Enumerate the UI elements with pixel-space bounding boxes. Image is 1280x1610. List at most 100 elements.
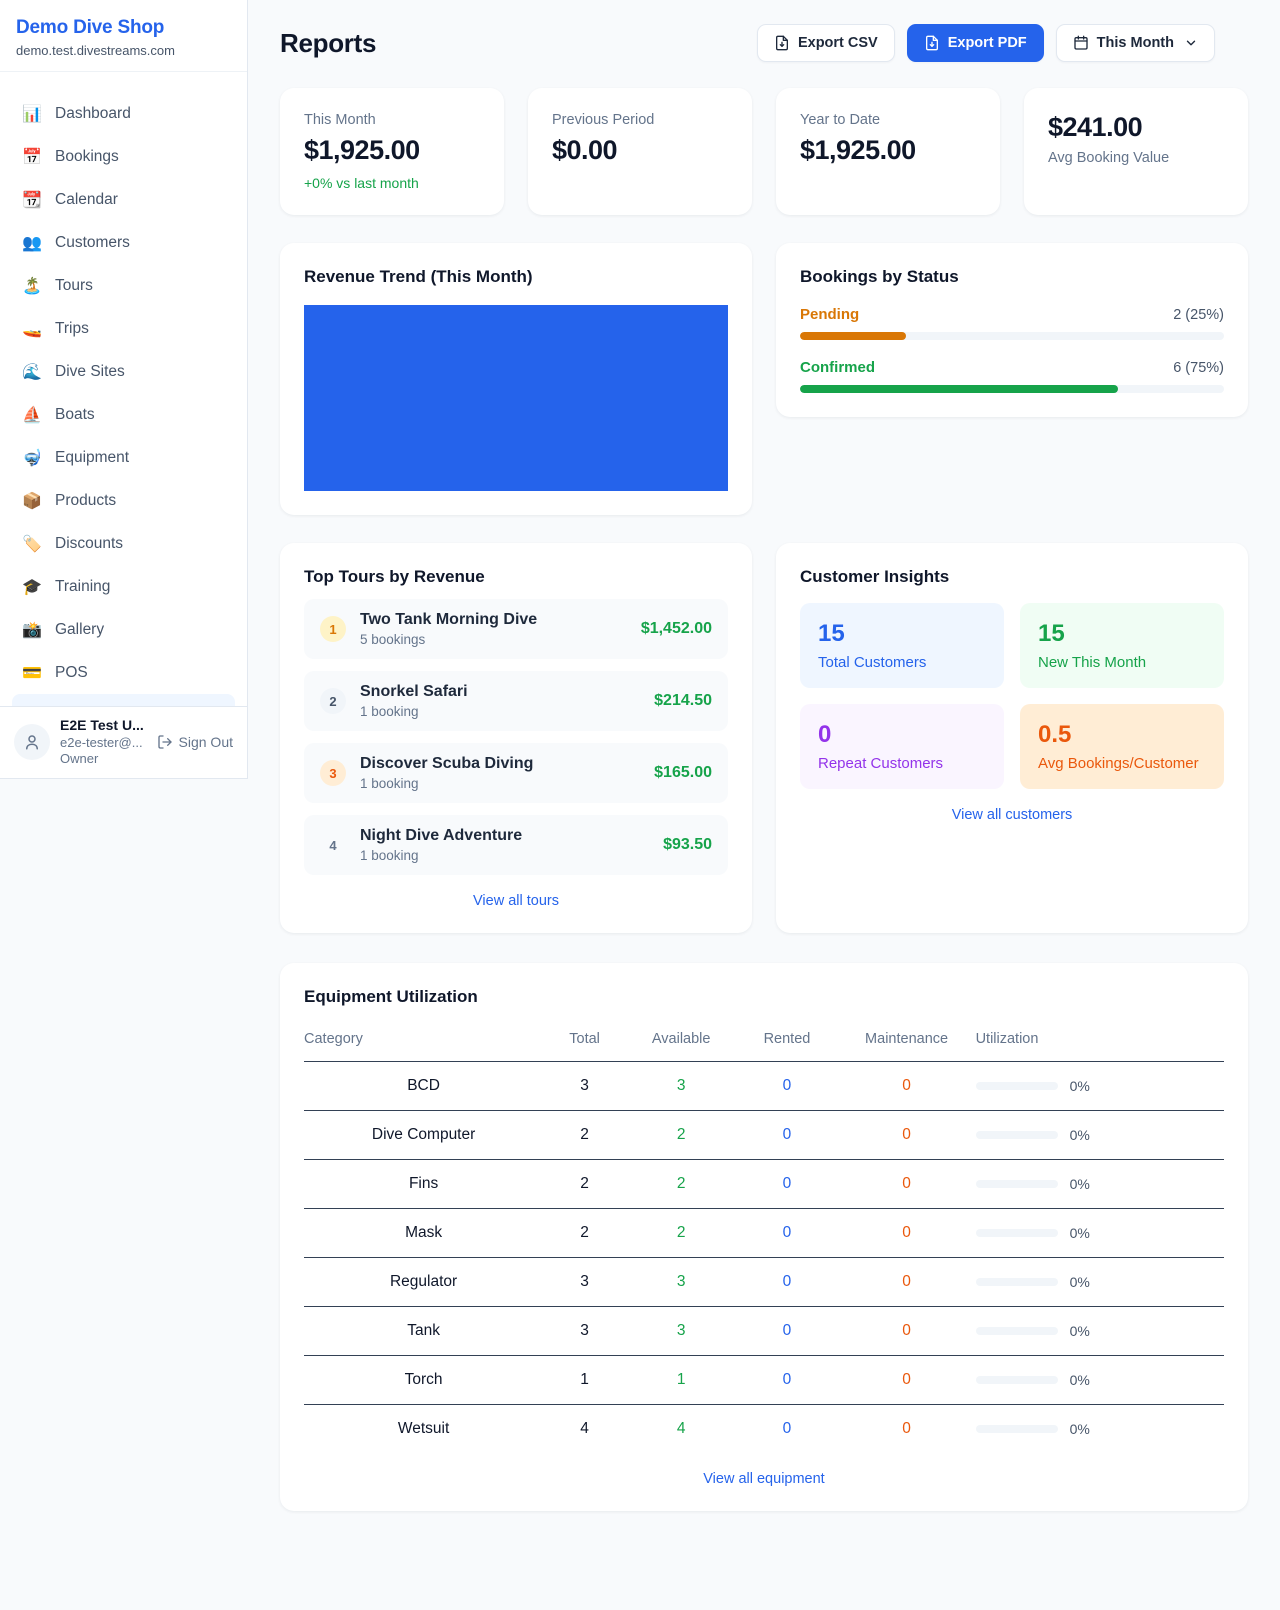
- stat-value: $1,925.00: [304, 135, 420, 165]
- status-label-confirmed: Confirmed: [800, 359, 875, 376]
- stat-value: $241.00: [1048, 112, 1143, 142]
- table-row: Regulator 3 3 0 0 0%: [304, 1257, 1224, 1307]
- sidebar-item-dive-sites[interactable]: 🌊 Dive Sites: [10, 350, 237, 393]
- table-row: Tank 3 3 0 0 0%: [304, 1306, 1224, 1356]
- package-icon: 📦: [22, 492, 42, 510]
- cell-category: Fins: [304, 1159, 544, 1209]
- island-icon: 🏝️: [22, 277, 42, 295]
- main-content: Reports Export CSV Export PDF This Month…: [248, 0, 1280, 1551]
- tile-value: 15: [1038, 620, 1065, 647]
- equipment-utilization-card: Equipment Utilization Category Total Ava…: [280, 963, 1248, 1511]
- column-header-maintenance: Maintenance: [837, 1021, 976, 1062]
- insights-row: Top Tours by Revenue 1 Two Tank Morning …: [280, 543, 1248, 933]
- status-bar-fill-pending: [800, 332, 906, 340]
- tile-value: 0: [818, 721, 832, 748]
- column-header-category: Category: [304, 1021, 544, 1062]
- sidebar-item-gallery[interactable]: 📸 Gallery: [10, 608, 237, 651]
- table-header-row: Category Total Available Rented Maintena…: [304, 1021, 1224, 1062]
- utilization-percent: 0%: [1069, 1372, 1090, 1388]
- cell-maintenance: 0: [837, 1355, 976, 1405]
- sidebar-item-discounts[interactable]: 🏷️ Discounts: [10, 522, 237, 565]
- status-label-pending: Pending: [800, 306, 860, 323]
- cell-available: 4: [676, 1420, 686, 1437]
- table-row: Fins 2 2 0 0 0%: [304, 1159, 1224, 1209]
- camera-icon: 📸: [22, 621, 42, 639]
- cell-rented: 0: [782, 1420, 792, 1437]
- cell-category: Mask: [304, 1208, 544, 1258]
- tour-revenue: $1,452.00: [640, 620, 712, 637]
- cell-maintenance: 0: [902, 1420, 911, 1437]
- sidebar-item-calendar[interactable]: 📆 Calendar: [10, 178, 237, 221]
- sidebar-item-pos[interactable]: 💳 POS: [10, 651, 237, 694]
- cell-maintenance: 0: [837, 1061, 976, 1111]
- sidebar-item-dashboard[interactable]: 📊 Dashboard: [10, 92, 237, 135]
- stat-label: Avg Booking Value: [1048, 150, 1170, 166]
- sign-out-label: Sign Out: [178, 734, 233, 750]
- cell-available: 3: [625, 1257, 737, 1307]
- period-select-button[interactable]: This Month: [1055, 24, 1215, 62]
- sidebar-item-products[interactable]: 📦 Products: [10, 479, 237, 522]
- sidebar-item-customers[interactable]: 👥 Customers: [10, 221, 237, 264]
- export-pdf-button[interactable]: Export PDF: [906, 24, 1044, 62]
- utilization-percent: 0%: [1069, 1274, 1090, 1290]
- cell-category: BCD: [304, 1061, 544, 1111]
- wave-icon: 🌊: [22, 363, 42, 381]
- table-row: Mask 2 2 0 0 0%: [304, 1208, 1224, 1258]
- export-csv-label: Export CSV: [797, 35, 878, 51]
- sidebar: Demo Dive Shop demo.test.divestreams.com…: [0, 0, 248, 779]
- stat-card-avg-booking-value: $241.00 Avg Booking Value: [1024, 88, 1248, 215]
- cell-available: 2: [625, 1208, 737, 1258]
- column-header-available: Available: [625, 1021, 737, 1062]
- export-csv-button[interactable]: Export CSV: [756, 24, 895, 62]
- active-nav-pill-partial[interactable]: [12, 694, 235, 706]
- tag-icon: 🏷️: [22, 535, 42, 553]
- view-all-equipment-link[interactable]: View all equipment: [703, 1471, 825, 1487]
- tour-row: 2 Snorkel Safari 1 booking $214.50: [304, 671, 728, 731]
- utilization-bar: [975, 1425, 1058, 1433]
- bookings-by-status-title: Bookings by Status: [800, 267, 959, 286]
- tile-new-this-month: 15 New This Month: [1020, 603, 1224, 688]
- utilization-bar: [975, 1131, 1058, 1139]
- tile-avg-bookings-customer: 0.5 Avg Bookings/Customer: [1020, 704, 1224, 789]
- people-icon: 👥: [22, 234, 42, 252]
- sidebar-item-tours[interactable]: 🏝️ Tours: [10, 264, 237, 307]
- stat-card-year-to-date: Year to Date $1,925.00: [776, 88, 1000, 215]
- status-value-confirmed: 6 (75%): [1173, 360, 1224, 376]
- status-row-pending: Pending 2 (25%): [800, 306, 1224, 340]
- sidebar-item-boats[interactable]: ⛵ Boats: [10, 393, 237, 436]
- top-tours-title: Top Tours by Revenue: [304, 567, 485, 586]
- logout-icon: [157, 735, 172, 749]
- tour-revenue: $165.00: [654, 764, 712, 781]
- table-row: Wetsuit 4 4 0 0 0%: [304, 1405, 1224, 1454]
- sidebar-item-label: Discounts: [55, 534, 124, 552]
- revenue-trend-title: Revenue Trend (This Month): [304, 267, 533, 286]
- sign-out-button[interactable]: Sign Out: [157, 734, 233, 750]
- sidebar-item-bookings[interactable]: 📅 Bookings: [10, 135, 237, 178]
- utilization-percent: 0%: [1069, 1127, 1090, 1143]
- utilization-bar: [975, 1327, 1058, 1335]
- cell-total: 2: [543, 1159, 626, 1209]
- sidebar-item-label: Gallery: [55, 620, 105, 638]
- tile-repeat-customers: 0 Repeat Customers: [800, 704, 1004, 789]
- cell-rented: 0: [736, 1061, 838, 1111]
- customer-insights-title: Customer Insights: [800, 567, 950, 586]
- tour-bookings: 1 booking: [360, 848, 419, 863]
- file-export-icon: [775, 35, 788, 51]
- status-bar-fill-confirmed: [800, 385, 1118, 393]
- sidebar-item-equipment[interactable]: 🤿 Equipment: [10, 436, 237, 479]
- cell-maintenance: 0: [837, 1159, 976, 1209]
- tile-label: Repeat Customers: [818, 755, 944, 772]
- utilization-bar: [975, 1082, 1058, 1090]
- sidebar-item-training[interactable]: 🎓 Training: [10, 565, 237, 608]
- shop-domain: demo.test.divestreams.com: [16, 43, 175, 58]
- insights-grid: 15 Total Customers 15 New This Month 0 R…: [800, 603, 1224, 789]
- bookings-by-status-card: Bookings by Status Pending 2 (25%) Confi…: [776, 243, 1248, 417]
- view-all-tours-link[interactable]: View all tours: [473, 893, 559, 909]
- cell-total: 2: [543, 1208, 626, 1258]
- view-all-customers-link[interactable]: View all customers: [951, 807, 1073, 823]
- status-row-confirmed: Confirmed 6 (75%): [800, 359, 1224, 393]
- equipment-utilization-title: Equipment Utilization: [304, 987, 478, 1006]
- status-bar-track: [800, 385, 1224, 393]
- sidebar-item-trips[interactable]: 🚤 Trips: [10, 307, 237, 350]
- rank-badge: 2: [320, 688, 346, 714]
